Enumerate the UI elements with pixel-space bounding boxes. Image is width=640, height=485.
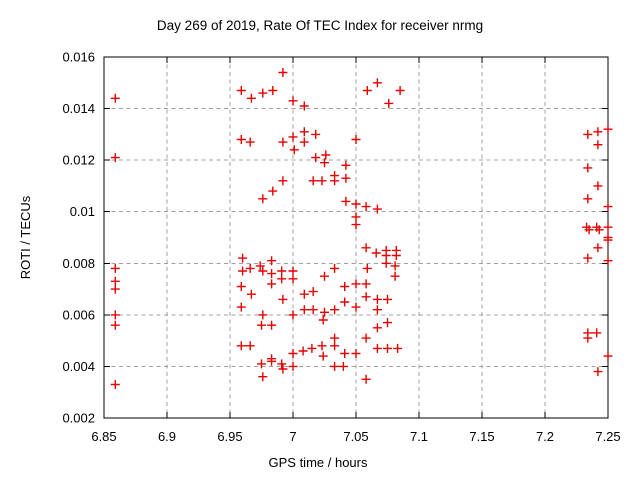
y-tick-label: 0.01 <box>70 204 95 219</box>
y-tick-label: 0.002 <box>62 411 95 426</box>
data-points <box>110 68 613 389</box>
x-tick-label: 7.15 <box>469 429 494 444</box>
y-axis-label: ROTI / TECUs <box>18 195 33 279</box>
x-tick-label: 7.2 <box>536 429 554 444</box>
x-axis-label: GPS time / hours <box>269 455 368 470</box>
y-tick-label: 0.014 <box>62 101 95 116</box>
x-tick-labels: 6.85 6.9 6.95 7 7.05 7.1 7.15 7.2 7.25 <box>91 429 620 444</box>
y-tick-label: 0.016 <box>62 50 95 65</box>
x-tick-label: 7.1 <box>410 429 428 444</box>
y-tick-label: 0.012 <box>62 153 95 168</box>
x-tick-label: 7.25 <box>595 429 620 444</box>
y-tick-label: 0.006 <box>62 307 95 322</box>
y-tick-labels: 0.002 0.004 0.006 0.008 0.01 0.012 0.014 0.016 <box>62 50 95 426</box>
x-tick-label: 7 <box>289 429 296 444</box>
grid-lines <box>104 57 608 418</box>
x-tick-label: 6.85 <box>91 429 116 444</box>
x-tick-label: 6.9 <box>158 429 176 444</box>
x-tick-label: 7.05 <box>343 429 368 444</box>
chart-title: Day 269 of 2019, Rate Of TEC Index for r… <box>157 18 483 33</box>
y-tick-label: 0.008 <box>62 256 95 271</box>
y-tick-label: 0.004 <box>62 359 95 374</box>
x-tick-label: 6.95 <box>217 429 242 444</box>
data-point-markers <box>110 68 613 389</box>
